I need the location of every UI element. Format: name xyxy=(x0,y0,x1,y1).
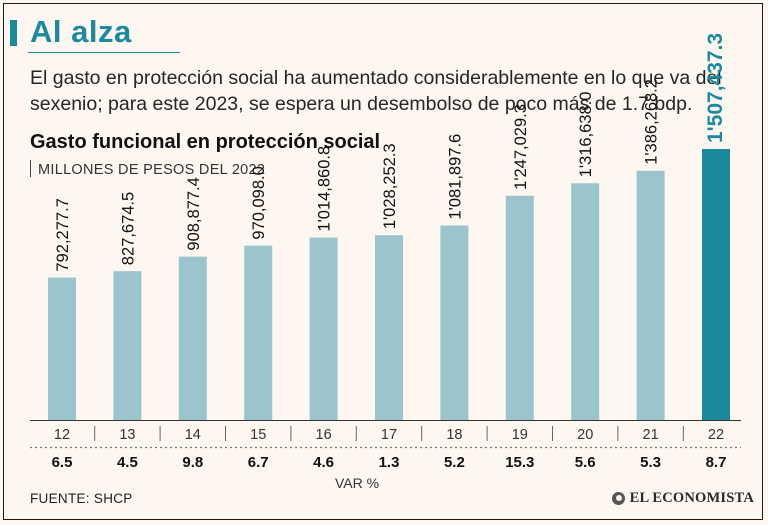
frame-border xyxy=(3,3,763,520)
var-pct-value: 6.7 xyxy=(248,454,269,471)
bar-value-label: 1'081,897.6 xyxy=(446,134,464,220)
bar xyxy=(702,149,730,420)
x-tick-label: 18 xyxy=(446,427,462,443)
bar-value-label: 1'028,252.3 xyxy=(381,143,399,229)
var-pct-value: 4.5 xyxy=(117,454,138,471)
logo-text: EL ECONOMISTA xyxy=(629,490,754,506)
bar-value-label: 1'316,638.0 xyxy=(577,92,595,178)
headline-accent-bar xyxy=(10,20,17,46)
bar-value-label: 1'507,437.3 xyxy=(704,33,727,143)
var-pct-value: 9.8 xyxy=(182,454,203,471)
x-tick-label: 16 xyxy=(316,427,332,443)
bar-value-label: 908,877.4 xyxy=(185,177,203,250)
bar xyxy=(244,245,273,420)
var-pct-value: 5.2 xyxy=(444,454,465,471)
bar-value-label: 1'014,860.8 xyxy=(316,146,334,232)
x-tick-label: 15 xyxy=(250,427,266,443)
x-tick-label: 20 xyxy=(577,427,593,443)
publisher-logo: EL ECONOMISTA xyxy=(611,490,754,507)
bar xyxy=(48,277,76,420)
x-tick-label: 19 xyxy=(512,427,528,443)
headline: Al alza xyxy=(30,14,132,49)
chart-title: Gasto funcional en protección social xyxy=(30,131,381,153)
bar-value-label: 970,098.0 xyxy=(250,166,268,239)
x-tick-label: 22 xyxy=(708,427,724,443)
bar xyxy=(440,225,469,420)
x-tick-label: 21 xyxy=(643,427,659,443)
var-pct-value: 8.7 xyxy=(706,454,727,471)
x-tick-label: 13 xyxy=(119,427,135,443)
headline-underline xyxy=(28,52,180,53)
chart-subtitle-text: MILLONES DE PESOS DEL 2022 xyxy=(38,162,266,178)
chart-subtitle: MILLONES DE PESOS DEL 2022 xyxy=(30,160,265,178)
bar xyxy=(505,195,534,420)
bar xyxy=(571,183,600,420)
var-label: VAR % xyxy=(335,475,379,491)
logo-icon xyxy=(611,492,625,505)
x-tick-label: 14 xyxy=(185,427,201,443)
bar xyxy=(636,170,665,420)
var-pct-value: 1.3 xyxy=(379,454,400,471)
subtitle-divider xyxy=(30,160,31,177)
bar xyxy=(309,237,338,420)
bar-value-label: 1'386,268.2 xyxy=(643,79,661,165)
bar xyxy=(178,256,207,420)
var-pct-value: 15.3 xyxy=(505,454,534,471)
x-tick-label: 12 xyxy=(54,427,70,443)
var-pct-value: 5.6 xyxy=(575,454,596,471)
bar xyxy=(113,271,142,420)
var-pct-value: 6.5 xyxy=(52,454,73,471)
bar-value-label: 1'247,029.3 xyxy=(512,104,530,190)
bar xyxy=(375,235,403,420)
summary-text: El gasto en protección social ha aumenta… xyxy=(30,67,722,115)
source-note: FUENTE: SHCP xyxy=(30,491,133,506)
var-pct-value: 5.3 xyxy=(640,454,661,471)
var-pct-value: 4.6 xyxy=(313,454,334,471)
x-tick-label: 17 xyxy=(381,427,397,443)
bar-value-label: 792,277.7 xyxy=(54,198,72,271)
bar-value-label: 827,674.5 xyxy=(119,192,137,265)
